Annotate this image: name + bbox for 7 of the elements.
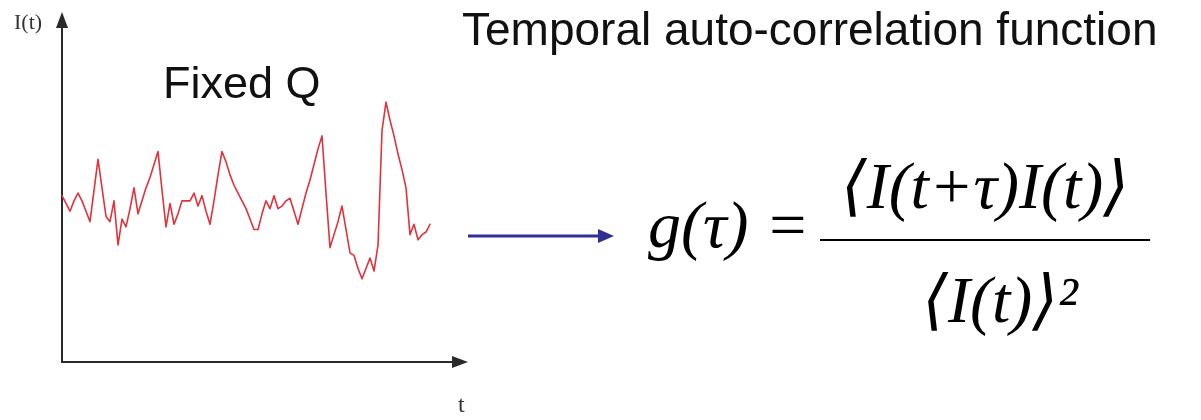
text: ⟨I(t+τ)I(t)⟩ [840, 149, 1130, 222]
text: g(τ) = [648, 188, 810, 261]
text: ⟨I(t)⟩² [922, 263, 1078, 336]
chart-title: Fixed Q [163, 57, 321, 108]
y-axis-title: I(t) [14, 9, 43, 34]
text: Temporal auto-correlation function [462, 3, 1158, 55]
x-axis-title: t [458, 391, 465, 417]
